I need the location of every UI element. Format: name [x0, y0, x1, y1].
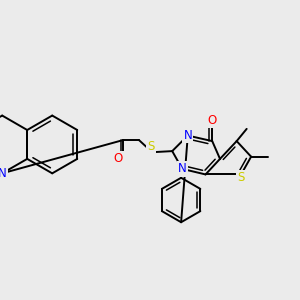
Text: O: O — [208, 113, 217, 127]
Text: N: N — [0, 167, 7, 180]
Text: S: S — [147, 140, 155, 153]
Text: O: O — [113, 152, 122, 165]
Text: N: N — [178, 162, 187, 176]
Text: S: S — [237, 171, 245, 184]
Text: N: N — [183, 129, 192, 142]
